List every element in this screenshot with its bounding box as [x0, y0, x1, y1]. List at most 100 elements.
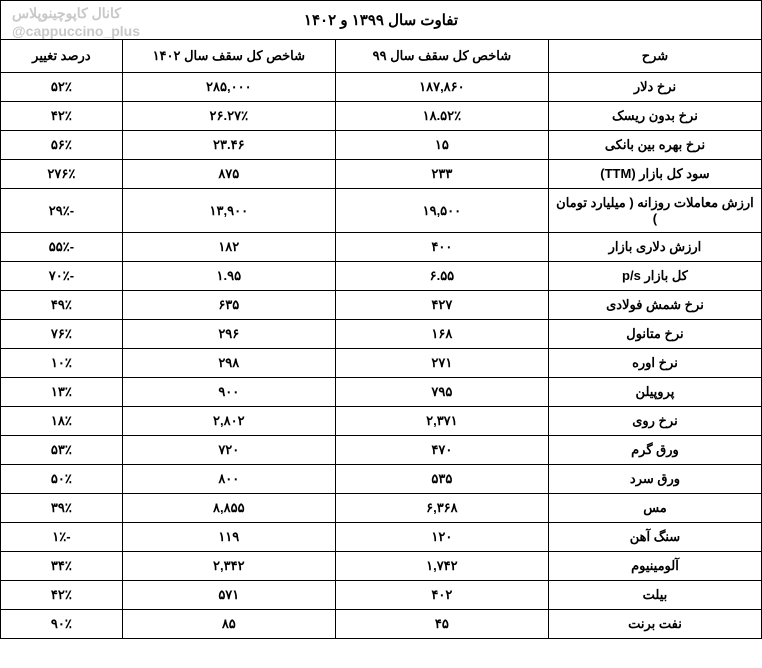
table-row: نرخ روی۲,۳۷۱۲,۸۰۲۱۸٪	[1, 407, 762, 436]
cell-desc: کل بازار p/s	[548, 262, 761, 291]
cell-desc: مس	[548, 494, 761, 523]
table-row: نرخ دلار۱۸۷,۸۶۰۲۸۵,۰۰۰۵۲٪	[1, 73, 762, 102]
cell-pct: ۳۴٪	[1, 552, 123, 581]
cell-desc: ورق گرم	[548, 436, 761, 465]
cell-desc: سنگ آهن	[548, 523, 761, 552]
cell-99: ۴۰۲	[335, 581, 548, 610]
table-header-row: شرح شاخص کل سقف سال ۹۹ شاخص کل سقف سال ۱…	[1, 40, 762, 73]
cell-1402: ۸۷۵	[122, 160, 335, 189]
cell-pct: ۴۲٪	[1, 581, 123, 610]
cell-desc: ارزش دلاری بازار	[548, 233, 761, 262]
cell-1402: ۱.۹۵	[122, 262, 335, 291]
cell-99: ۲,۳۷۱	[335, 407, 548, 436]
cell-1402: ۱۳,۹۰۰	[122, 189, 335, 233]
cell-99: ۴۲۷	[335, 291, 548, 320]
col-header-desc: شرح	[548, 40, 761, 73]
table-row: نرخ اوره۲۷۱۲۹۸۱۰٪	[1, 349, 762, 378]
cell-desc: نرخ روی	[548, 407, 761, 436]
table-row: نفت برنت۴۵۸۵۹۰٪	[1, 610, 762, 639]
cell-99: ۴۰۰	[335, 233, 548, 262]
watermark-line2: @cappuccino_plus	[12, 22, 140, 40]
cell-desc: پروپیلن	[548, 378, 761, 407]
cell-99: ۱۶۸	[335, 320, 548, 349]
cell-1402: ۸۵	[122, 610, 335, 639]
cell-desc: نرخ متانول	[548, 320, 761, 349]
cell-1402: ۱۸۲	[122, 233, 335, 262]
cell-pct: ۱۸٪	[1, 407, 123, 436]
col-header-99: شاخص کل سقف سال ۹۹	[335, 40, 548, 73]
cell-desc: نرخ شمش فولادی	[548, 291, 761, 320]
cell-1402: ۲,۳۴۲	[122, 552, 335, 581]
cell-pct: ۴۹٪	[1, 291, 123, 320]
cell-1402: ۱۱۹	[122, 523, 335, 552]
cell-1402: ۲۹۸	[122, 349, 335, 378]
cell-1402: ۵۷۱	[122, 581, 335, 610]
cell-desc: نرخ بدون ریسک	[548, 102, 761, 131]
cell-99: ۵۳۵	[335, 465, 548, 494]
cell-1402: ۷۲۰	[122, 436, 335, 465]
cell-pct: ۵۰٪	[1, 465, 123, 494]
cell-pct: ۱۰٪	[1, 349, 123, 378]
cell-99: ۴۷۰	[335, 436, 548, 465]
cell-1402: ۸۰۰	[122, 465, 335, 494]
table-row: ورق گرم۴۷۰۷۲۰۵۳٪	[1, 436, 762, 465]
cell-pct: ۹۰٪	[1, 610, 123, 639]
table-row: نرخ متانول۱۶۸۲۹۶۷۶٪	[1, 320, 762, 349]
cell-99: ۱۲۰	[335, 523, 548, 552]
cell-1402: ۲۹۶	[122, 320, 335, 349]
table-row: سود کل بازار (TTM)۲۳۳۸۷۵۲۷۶٪	[1, 160, 762, 189]
cell-1402: ۸,۸۵۵	[122, 494, 335, 523]
table-row: ارزش دلاری بازار۴۰۰۱۸۲-۵۵٪	[1, 233, 762, 262]
cell-pct: ۵۲٪	[1, 73, 123, 102]
table-row: ارزش معاملات روزانه ( میلیارد تومان )۱۹,…	[1, 189, 762, 233]
table-row: مس۶,۳۶۸۸,۸۵۵۳۹٪	[1, 494, 762, 523]
cell-pct: ۳۹٪	[1, 494, 123, 523]
cell-99: ۱۸۷,۸۶۰	[335, 73, 548, 102]
table-row: آلومینیوم۱,۷۴۲۲,۳۴۲۳۴٪	[1, 552, 762, 581]
table-row: نرخ شمش فولادی۴۲۷۶۳۵۴۹٪	[1, 291, 762, 320]
cell-pct: ۷۶٪	[1, 320, 123, 349]
table-row: پروپیلن۷۹۵۹۰۰۱۳٪	[1, 378, 762, 407]
table-row: سنگ آهن۱۲۰۱۱۹-۱٪	[1, 523, 762, 552]
cell-99: ۱۵	[335, 131, 548, 160]
cell-pct: -۲۹٪	[1, 189, 123, 233]
cell-desc: ورق سرد	[548, 465, 761, 494]
cell-desc: نرخ بهره بین بانکی	[548, 131, 761, 160]
table-row: ورق سرد۵۳۵۸۰۰۵۰٪	[1, 465, 762, 494]
cell-99: ۴۵	[335, 610, 548, 639]
cell-1402: ۲,۸۰۲	[122, 407, 335, 436]
cell-1402: ۲۸۵,۰۰۰	[122, 73, 335, 102]
cell-desc: نرخ اوره	[548, 349, 761, 378]
watermark: کانال کاپوچینوپلاس @cappuccino_plus	[12, 4, 140, 40]
cell-99: ۶,۳۶۸	[335, 494, 548, 523]
cell-pct: -۱٪	[1, 523, 123, 552]
col-header-pct: درصد تغییر	[1, 40, 123, 73]
cell-pct: -۷۰٪	[1, 262, 123, 291]
cell-99: ۱۹,۵۰۰	[335, 189, 548, 233]
table-row: نرخ بهره بین بانکی۱۵۲۳.۴۶۵۶٪	[1, 131, 762, 160]
cell-desc: سود کل بازار (TTM)	[548, 160, 761, 189]
table-row: نرخ بدون ریسک۱۸.۵۲٪۲۶.۲۷٪۴۲٪	[1, 102, 762, 131]
cell-desc: نفت برنت	[548, 610, 761, 639]
cell-pct: ۲۷۶٪	[1, 160, 123, 189]
cell-99: ۷۹۵	[335, 378, 548, 407]
cell-1402: ۲۶.۲۷٪	[122, 102, 335, 131]
comparison-table: تفاوت سال ۱۳۹۹ و ۱۴۰۲ شرح شاخص کل سقف سا…	[0, 0, 762, 639]
cell-99: ۶.۵۵	[335, 262, 548, 291]
table-body: نرخ دلار۱۸۷,۸۶۰۲۸۵,۰۰۰۵۲٪نرخ بدون ریسک۱۸…	[1, 73, 762, 639]
cell-pct: ۴۲٪	[1, 102, 123, 131]
cell-1402: ۶۳۵	[122, 291, 335, 320]
cell-desc: بیلت	[548, 581, 761, 610]
table-row: کل بازار p/s۶.۵۵۱.۹۵-۷۰٪	[1, 262, 762, 291]
cell-99: ۲۷۱	[335, 349, 548, 378]
cell-99: ۱۸.۵۲٪	[335, 102, 548, 131]
cell-pct: -۵۵٪	[1, 233, 123, 262]
cell-pct: ۵۶٪	[1, 131, 123, 160]
cell-99: ۱,۷۴۲	[335, 552, 548, 581]
cell-desc: نرخ دلار	[548, 73, 761, 102]
cell-1402: ۹۰۰	[122, 378, 335, 407]
table-row: بیلت۴۰۲۵۷۱۴۲٪	[1, 581, 762, 610]
col-header-1402: شاخص کل سقف سال ۱۴۰۲	[122, 40, 335, 73]
cell-desc: آلومینیوم	[548, 552, 761, 581]
cell-pct: ۵۳٪	[1, 436, 123, 465]
